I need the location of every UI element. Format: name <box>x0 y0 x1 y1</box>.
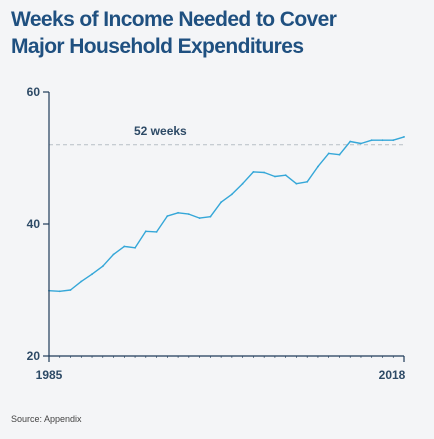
data-point-2017 <box>392 139 395 142</box>
y-tick-label-20: 20 <box>27 349 41 363</box>
data-point-2001 <box>220 201 223 204</box>
x-tick-label-start: 1985 <box>36 368 63 382</box>
data-point-2006 <box>274 175 276 178</box>
data-point-1993 <box>134 246 137 249</box>
data-point-2010 <box>317 165 319 168</box>
data-point-2015 <box>370 139 373 142</box>
data-point-1989 <box>91 273 93 276</box>
x-tick-label-end: 2018 <box>379 368 406 382</box>
data-point-2016 <box>381 139 384 142</box>
data-point-2007 <box>284 174 287 177</box>
data-point-2004 <box>252 171 255 173</box>
data-point-1990 <box>101 265 104 268</box>
data-point-1988 <box>80 280 83 283</box>
data-point-1986 <box>58 290 61 293</box>
data-point-2014 <box>360 142 362 145</box>
source-note: Source: Appendix <box>11 414 82 424</box>
reference-line-label: 52 weeks <box>134 124 187 138</box>
data-point-2012 <box>338 153 341 156</box>
series-line-0 <box>48 136 405 292</box>
chart-title-line-2: Major Household Expenditures <box>11 35 304 58</box>
chart-title-line-1: Weeks of Income Needed to Cover <box>11 8 337 31</box>
label-layer: 20 40 60 1985 2018 <box>27 85 406 382</box>
data-point-1998 <box>187 213 190 216</box>
data-point-2018 <box>403 136 405 138</box>
data-point-2013 <box>349 140 352 143</box>
data-point-1994 <box>144 230 147 233</box>
data-point-2002 <box>231 193 233 196</box>
data-point-2000 <box>209 215 212 218</box>
data-point-1991 <box>112 253 115 256</box>
data-point-1997 <box>177 211 180 214</box>
data-point-1996 <box>166 215 169 218</box>
axis-layer <box>43 91 405 362</box>
data-point-2005 <box>263 171 266 174</box>
chart-title: Weeks of Income Needed to Cover Major Ho… <box>11 6 421 60</box>
data-point-1995 <box>155 231 158 233</box>
data-point-2011 <box>327 152 330 155</box>
data-point-1987 <box>69 289 72 291</box>
series-layer <box>48 136 405 293</box>
data-point-2009 <box>306 180 309 183</box>
y-tick-label-40: 40 <box>27 217 41 231</box>
data-point-2003 <box>241 182 244 185</box>
y-tick-label-60: 60 <box>27 85 41 99</box>
data-point-1992 <box>123 245 126 248</box>
data-point-1999 <box>198 217 201 220</box>
data-point-2008 <box>295 182 298 185</box>
reference-layer: 52 weeks <box>49 124 404 146</box>
